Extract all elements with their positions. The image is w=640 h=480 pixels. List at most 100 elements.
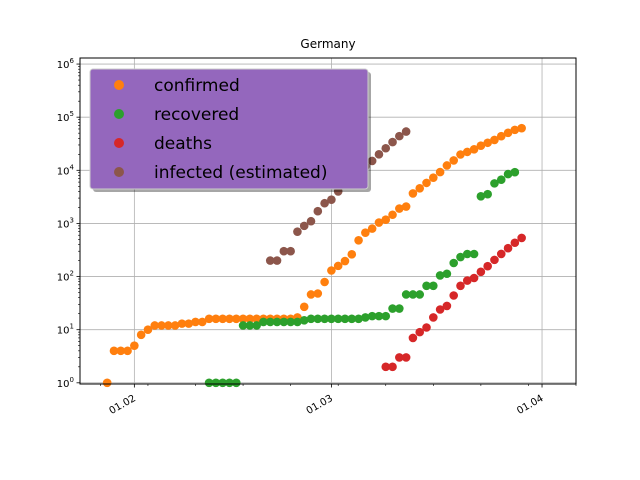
data-point <box>170 321 180 330</box>
legend-marker <box>114 109 124 119</box>
series-confirmed <box>102 123 526 388</box>
data-point <box>435 271 445 280</box>
series-deaths <box>381 233 526 372</box>
data-point <box>469 144 479 154</box>
y-tick-label: 105 <box>57 110 74 124</box>
data-point <box>136 330 146 340</box>
data-point <box>279 317 289 327</box>
data-point <box>306 314 316 324</box>
data-point <box>456 252 465 262</box>
data-point <box>388 304 397 313</box>
data-point <box>490 135 499 145</box>
data-point <box>320 314 329 324</box>
y-tick-label: 106 <box>57 57 75 71</box>
series-recovered <box>204 167 520 388</box>
data-point <box>476 267 486 277</box>
data-point <box>422 281 431 291</box>
data-point <box>388 137 397 147</box>
data-point <box>476 141 486 150</box>
y-axis: 100 101 102 103 104 105 106 <box>57 57 80 390</box>
data-point <box>442 269 452 279</box>
data-point <box>184 319 194 328</box>
data-point <box>503 169 513 179</box>
data-point <box>286 317 295 327</box>
data-point <box>245 314 255 324</box>
data-point <box>327 266 336 275</box>
legend-marker <box>114 138 124 148</box>
data-point <box>225 378 234 388</box>
data-point <box>503 128 513 138</box>
data-point <box>462 249 472 259</box>
data-point <box>483 138 492 148</box>
data-point <box>449 258 458 268</box>
data-point <box>286 246 295 256</box>
data-point <box>204 378 214 388</box>
data-point <box>415 183 425 193</box>
data-point <box>238 321 248 330</box>
data-point <box>435 305 445 314</box>
data-point <box>449 156 458 165</box>
data-point <box>211 314 221 324</box>
data-point <box>422 178 431 188</box>
data-point <box>191 317 200 327</box>
data-point <box>367 311 377 321</box>
data-point <box>381 311 391 321</box>
data-point <box>429 313 438 322</box>
data-point <box>293 227 302 236</box>
data-point <box>157 321 166 330</box>
data-point <box>374 311 384 321</box>
data-point <box>415 290 425 299</box>
data-point <box>408 189 418 198</box>
data-point <box>313 314 323 324</box>
data-point <box>442 161 452 170</box>
data-point <box>327 314 336 324</box>
data-point <box>374 150 384 159</box>
data-point <box>109 346 119 356</box>
data-point <box>408 290 418 299</box>
data-point <box>306 290 316 299</box>
data-point <box>340 256 350 266</box>
data-point <box>442 301 452 311</box>
data-point <box>517 123 526 133</box>
data-point <box>333 261 343 271</box>
data-point <box>306 216 316 226</box>
data-point <box>490 179 499 188</box>
data-point <box>429 173 438 182</box>
data-point <box>320 277 329 287</box>
y-tick-label: 103 <box>57 216 74 230</box>
data-point <box>265 256 275 265</box>
data-point <box>361 228 370 237</box>
data-point <box>164 321 173 330</box>
data-point <box>218 314 227 324</box>
data-point <box>381 215 391 224</box>
data-point <box>102 378 112 388</box>
data-point <box>299 302 309 312</box>
data-point <box>517 233 526 243</box>
data-point <box>340 314 350 324</box>
data-point <box>415 327 425 337</box>
legend-label: deaths <box>154 134 212 154</box>
data-point <box>299 316 309 325</box>
data-point <box>347 250 357 259</box>
data-point <box>381 143 391 153</box>
data-point <box>327 195 336 204</box>
y-tick-label: 104 <box>57 163 75 177</box>
data-point <box>462 276 472 285</box>
data-point <box>367 224 377 233</box>
y-tick-label: 100 <box>57 376 74 390</box>
y-tick-label: 101 <box>57 323 74 337</box>
data-point <box>177 319 187 328</box>
data-point <box>496 249 506 259</box>
data-point <box>252 314 261 324</box>
data-point <box>483 189 492 199</box>
data-point <box>388 210 397 220</box>
data-point <box>116 346 126 356</box>
data-point <box>429 281 438 291</box>
data-point <box>354 235 363 245</box>
data-point <box>476 191 486 201</box>
data-point <box>401 353 411 362</box>
data-point <box>231 314 241 324</box>
data-point <box>456 150 465 159</box>
legend: confirmed recovered deaths infected (estima… <box>89 68 371 192</box>
